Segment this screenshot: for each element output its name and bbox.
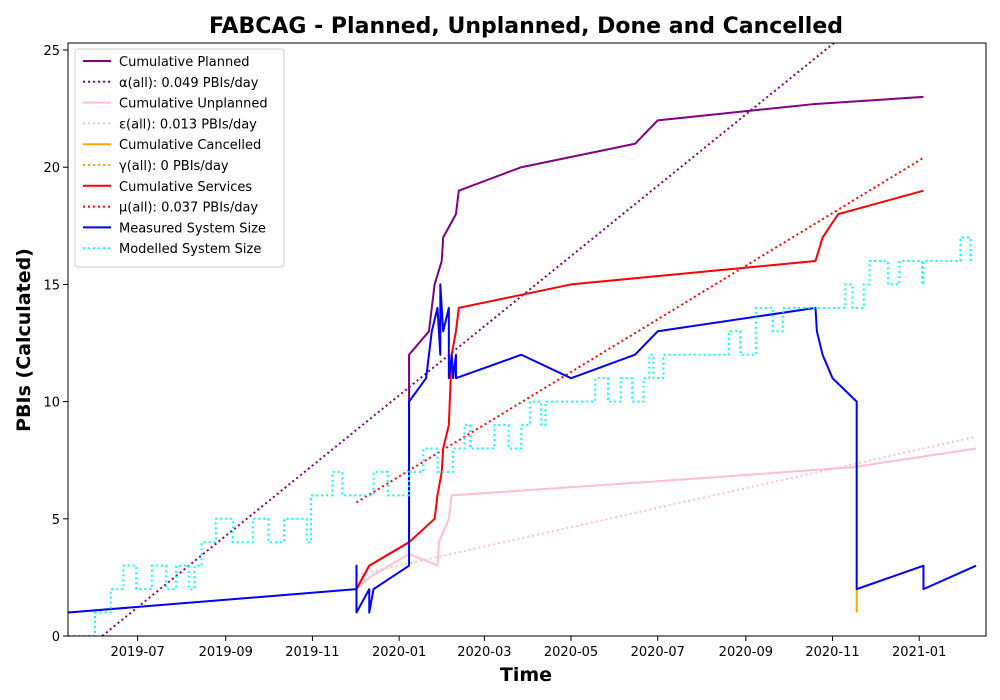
- legend-label: Modelled System Size: [119, 242, 261, 257]
- x-tick-label: 2020-07: [631, 645, 685, 660]
- y-tick-label: 5: [52, 513, 60, 528]
- series-line-7: [355, 156, 924, 504]
- chart-title: FABCAG - Planned, Unplanned, Done and Ca…: [209, 14, 843, 39]
- y-tick-label: 10: [43, 396, 60, 411]
- legend-label: γ(all): 0 PBIs/day: [119, 159, 229, 174]
- x-tick-label: 2020-09: [719, 645, 773, 660]
- series-lines: [68, 43, 977, 636]
- x-tick-label: 2019-09: [199, 645, 253, 660]
- legend-label: Cumulative Planned: [119, 55, 249, 70]
- x-tick-label: 2021-01: [892, 645, 946, 660]
- legend-label: Cumulative Cancelled: [119, 138, 261, 153]
- x-axis-ticks: 2019-07 2019-09 2019-11 2020-01 2020-03 2020-…: [110, 636, 946, 660]
- x-tick-label: 2019-07: [110, 645, 164, 660]
- legend: Cumulative Planned α(all): 0.049 PBIs/day…: [74, 48, 285, 268]
- x-axis-label: Time: [500, 664, 552, 686]
- series-line-3: [356, 435, 977, 577]
- legend-box: [74, 48, 285, 268]
- x-tick-label: 2020-01: [372, 645, 426, 660]
- y-axis-label: PBIs (Calculated): [13, 248, 35, 432]
- y-tick-label: 0: [52, 630, 60, 645]
- plot-frame: [67, 42, 987, 637]
- x-tick-label: 2020-03: [457, 645, 511, 660]
- legend-label: Cumulative Services: [119, 180, 252, 195]
- y-tick-label: 25: [43, 44, 60, 59]
- series-line-2: [355, 447, 977, 590]
- series-line-6: [355, 189, 924, 590]
- legend-label: α(all): 0.049 PBIs/day: [119, 76, 259, 91]
- legend-label: Cumulative Unplanned: [119, 97, 268, 112]
- legend-label: Measured System Size: [119, 221, 266, 236]
- x-tick-label: 2020-05: [544, 645, 598, 660]
- y-axis-ticks: 0 5 10 15 20 25: [43, 44, 68, 645]
- legend-label: μ(all): 0.037 PBIs/day: [119, 201, 258, 216]
- series-line-8: [68, 283, 977, 614]
- legend-label: ε(all): 0.013 PBIs/day: [119, 117, 257, 132]
- y-tick-label: 20: [43, 161, 60, 176]
- plot-area: [67, 42, 987, 637]
- series-line-9: [68, 236, 972, 636]
- x-tick-label: 2019-11: [285, 645, 339, 660]
- x-tick-label: 2020-11: [805, 645, 859, 660]
- series-line-1: [101, 43, 835, 636]
- y-tick-label: 15: [43, 278, 60, 293]
